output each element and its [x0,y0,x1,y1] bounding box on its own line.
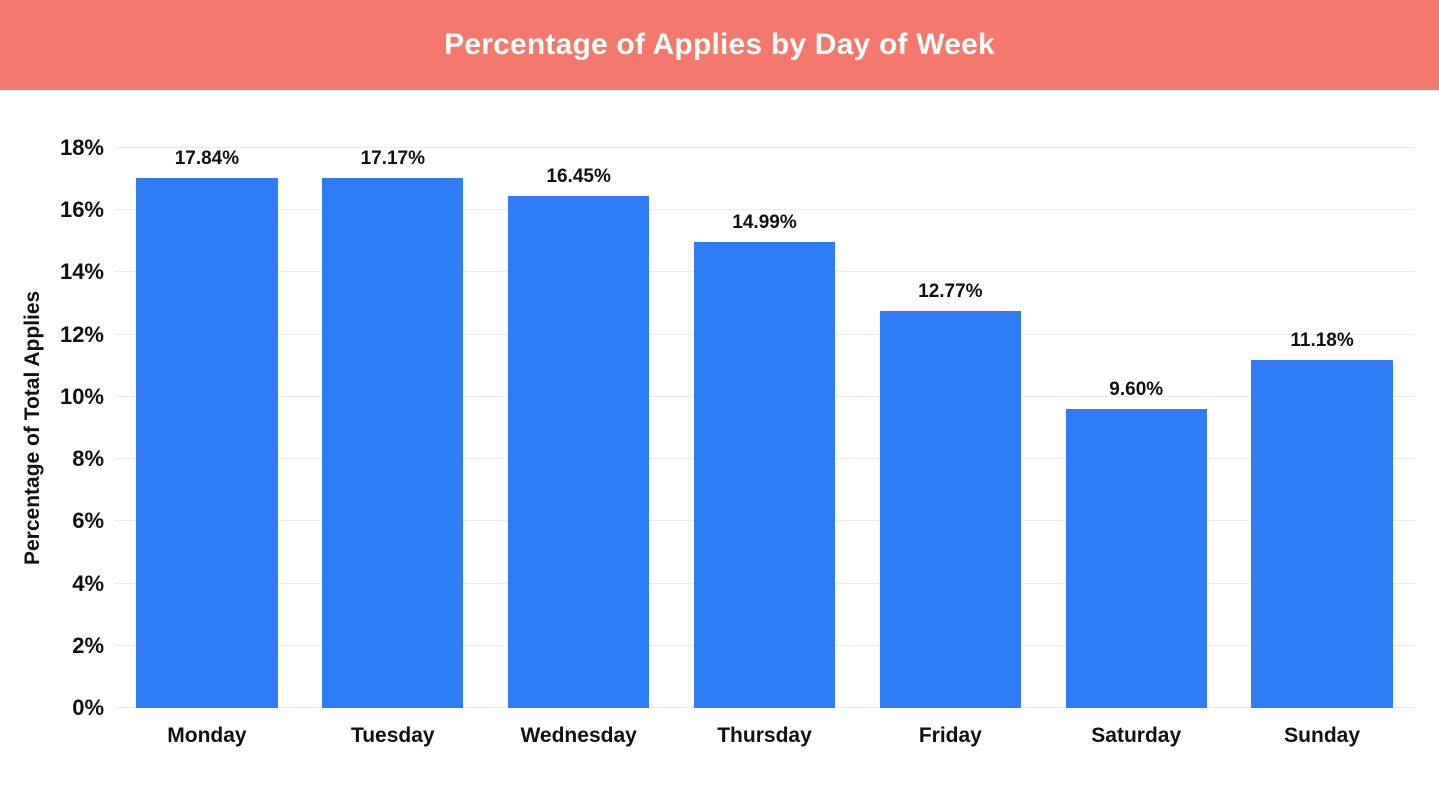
bar [136,178,278,708]
y-tick-label: 0% [72,695,104,720]
y-axis-title: Percentage of Total Applies [21,290,44,566]
gridline [114,209,1415,211]
bar-column: 14.99% [672,148,858,708]
plot-area: 17.84% 17.17% 16.45% 14.99% 12.77% 9.60% 11.18… [114,147,1415,708]
bar-value-label: 12.77% [918,280,983,302]
bar [322,178,464,708]
bar-column: 17.84% [114,148,300,708]
plot-column: 17.84% 17.17% 16.45% 14.99% 12.77% 9.60% 11.18… [114,147,1415,748]
y-axis-ticks: 0% 2% 4% 6% 8% 10% 12% 14% 16% 18% [50,135,114,720]
bar [879,310,1021,708]
x-axis-label: Monday [167,724,247,747]
y-tick-label: 4% [72,570,104,596]
bar-value-label: 17.84% [174,148,240,169]
x-axis-label: Friday [918,724,982,747]
x-axis-label: Wednesday [520,724,637,747]
chart-title: Percentage of Applies by Day of Week [444,28,995,61]
bar-column: 12.77% [857,148,1043,708]
bar [693,241,836,708]
x-axis-label: Sunday [1284,724,1361,747]
y-tick-label: 2% [72,632,104,658]
bar-chart: Percentage of Total Applies 0% 2% 4% 6% 8% 10… [0,90,1439,748]
bar-value-label: 14.99% [732,211,797,233]
bar [508,196,650,708]
bar-column: 17.17% [300,148,486,708]
bar [1065,409,1207,708]
bars: 17.84% 17.17% 16.45% 14.99% 12.77% 9.60% 11.18… [114,148,1415,708]
bar-value-label: 11.18% [1290,330,1354,352]
bar [1251,360,1393,708]
x-axis-label: Thursday [717,724,812,747]
y-tick-label: 8% [72,446,104,472]
y-tick-label: 6% [72,508,104,534]
bar-column: 16.45% [486,148,672,708]
bar-value-label: 17.17% [360,148,426,169]
x-axis-label: Saturday [1091,724,1182,747]
y-tick-label: 14% [59,259,104,285]
bar-column: 9.60% [1043,148,1229,708]
chart-title-banner: Percentage of Applies by Day of Week [0,0,1439,90]
bar-column: 11.18% [1229,148,1415,708]
y-tick-label: 12% [59,321,104,347]
y-tick-label: 16% [59,197,104,223]
y-tick-label: 18% [59,135,104,160]
bar-value-label: 9.60% [1109,379,1164,401]
x-axis-label: Tuesday [350,724,435,747]
gridline [114,147,1415,148]
x-axis-labels: Monday Tuesday Wednesday Thursday Friday Satu… [114,724,1415,748]
bar-value-label: 16.45% [546,166,611,188]
y-tick-label: 10% [59,383,104,409]
